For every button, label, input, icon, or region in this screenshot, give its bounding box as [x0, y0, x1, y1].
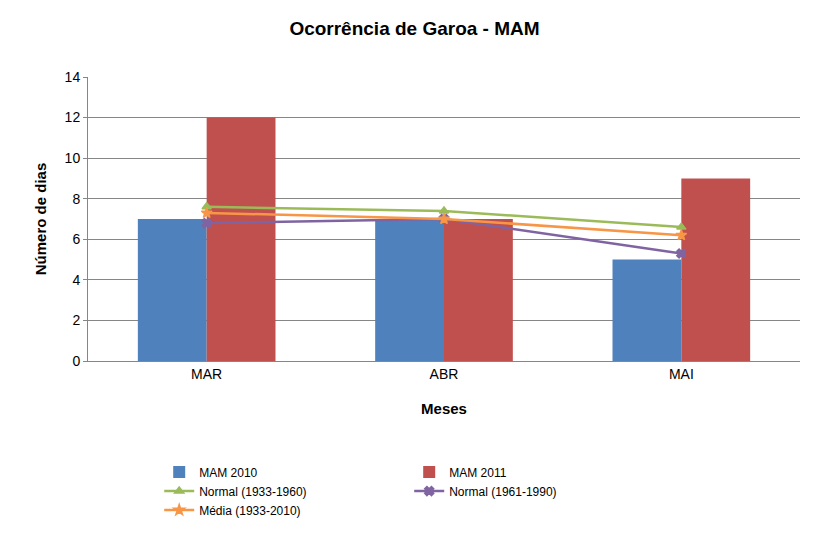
- svg-text:Normal (1961-1990): Normal (1961-1990): [449, 485, 556, 499]
- svg-text:Número de dias: Número de dias: [32, 163, 49, 276]
- svg-text:4: 4: [72, 272, 80, 288]
- svg-text:8: 8: [72, 191, 80, 207]
- svg-text:Ocorrência de Garoa - MAM: Ocorrência de Garoa - MAM: [289, 18, 539, 39]
- svg-text:12: 12: [65, 109, 81, 125]
- svg-text:ABR: ABR: [430, 366, 459, 382]
- svg-text:Meses: Meses: [421, 400, 467, 417]
- svg-text:Normal (1933-1960): Normal (1933-1960): [199, 485, 306, 499]
- svg-text:10: 10: [65, 150, 81, 166]
- svg-text:2: 2: [72, 312, 80, 328]
- svg-text:MAI: MAI: [669, 366, 694, 382]
- svg-text:MAM 2011: MAM 2011: [449, 466, 506, 480]
- svg-text:0: 0: [72, 353, 80, 369]
- svg-text:MAM 2010: MAM 2010: [199, 466, 257, 480]
- svg-text:6: 6: [72, 231, 80, 247]
- svg-text:Média (1933-2010): Média (1933-2010): [199, 504, 300, 518]
- svg-text:MAR: MAR: [191, 366, 222, 382]
- svg-text:14: 14: [65, 69, 81, 85]
